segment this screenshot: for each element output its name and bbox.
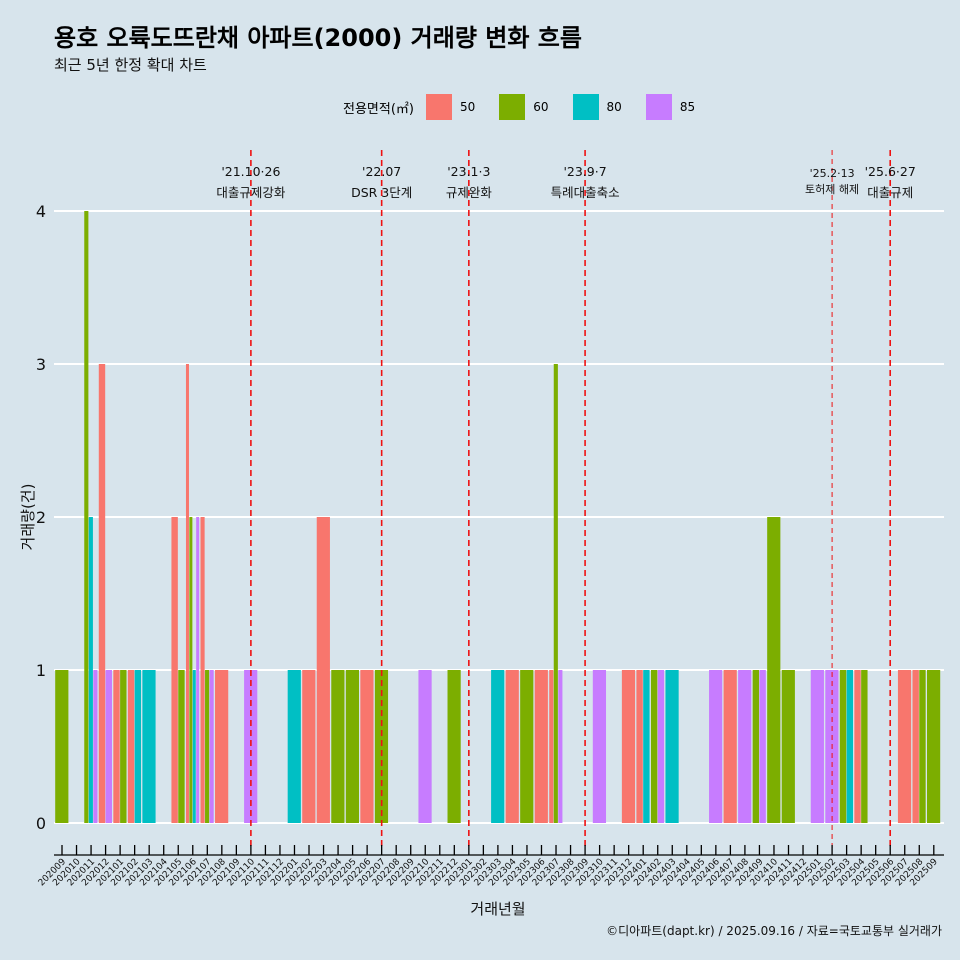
bar-202504-50 [854, 670, 861, 823]
bar-202406-85 [709, 670, 723, 823]
bar-202306-50 [534, 670, 548, 823]
legend-title: 전용면적(㎡) [343, 101, 414, 117]
bar-202207-60 [374, 670, 389, 823]
bar-202107-50 [200, 517, 205, 823]
bar-202012-50 [98, 364, 106, 823]
bar-202508-60 [919, 670, 926, 823]
bar-202503-60 [839, 670, 847, 823]
event-markers: '21.10·26 대출규제강화 '22.07 DSR 3단계 '23.1·3 규제완화 '… [216, 150, 916, 848]
legend-label-50: 50 [459, 100, 476, 114]
bar-202011-85 [93, 670, 98, 823]
legend-label-85: 85 [679, 100, 696, 114]
event-label-1: DSR 3단계 [351, 185, 412, 200]
bar-202310-85 [592, 670, 607, 823]
bar-202106-85 [196, 517, 200, 823]
legend-key-85 [645, 94, 672, 120]
x-axis-title: 거래년월 [470, 900, 525, 918]
footer-credit: ©디아파트(dapt.kr) / 2025.09.16 / 자료=국토교통부 실… [606, 924, 942, 938]
bar-202402-85 [657, 670, 665, 823]
bar-202203-50 [316, 517, 330, 823]
bar-202009-60 [55, 670, 69, 823]
bar-202205-60 [345, 670, 359, 823]
bar-202401-50 [636, 670, 643, 823]
bar-202503-80 [846, 670, 854, 823]
bar-202409-85 [759, 670, 766, 823]
chart-subtitle: 최근 5년 한정 확대 차트 [54, 56, 207, 74]
bar-202307-60 [553, 364, 558, 823]
bar-202107-60 [205, 670, 210, 823]
x-axis: 2020092020102020112020122021012021022021… [37, 845, 944, 888]
legend-key-80 [572, 94, 599, 120]
bar-202509-60 [927, 670, 941, 823]
bar-202304-50 [505, 670, 519, 823]
y-axis: 0 1 2 3 4 [36, 202, 46, 833]
y-tick-label-2: 2 [36, 508, 46, 527]
bar-202106-80 [192, 670, 196, 823]
bar-202106-60 [189, 517, 193, 823]
bar-202110-85 [244, 670, 258, 823]
bar-202312-50 [621, 670, 636, 823]
y-tick-label-4: 4 [36, 202, 46, 221]
y-tick-label-1: 1 [36, 661, 46, 680]
bar-202011-80 [88, 517, 93, 823]
event-label-3: 특례대출축소 [551, 185, 620, 200]
bar-202204-60 [331, 670, 345, 823]
event-date-1: '22.07 [362, 164, 401, 179]
bar-202408-85 [738, 670, 752, 823]
bar-202501-85 [810, 670, 824, 823]
bar-202212-60 [447, 670, 461, 823]
bar-202011-60 [84, 211, 89, 823]
bar-202307-85 [558, 670, 563, 823]
bar-202103-80 [142, 670, 156, 823]
bar-202101-60 [120, 670, 127, 823]
y-tick-label-3: 3 [36, 355, 46, 374]
bar-202106-50 [185, 364, 189, 823]
event-date-2: '23.1·3 [447, 164, 490, 179]
bar-202105-60 [178, 670, 185, 823]
bar-202102-80 [134, 670, 142, 823]
bar-202305-60 [520, 670, 534, 823]
bar-202410-60 [767, 517, 781, 823]
bar-202105-50 [171, 517, 178, 823]
event-label-0: 대출규제강화 [216, 185, 286, 200]
bar-202401-80 [643, 670, 650, 823]
bar-202504-60 [861, 670, 868, 823]
bar-202102-50 [127, 670, 135, 823]
y-tick-label-0: 0 [36, 814, 46, 833]
bar-202107-85 [209, 670, 214, 823]
bar-202411-60 [781, 670, 795, 823]
event-date-3: '23.9·7 [563, 164, 606, 179]
legend-label-80: 80 [606, 100, 622, 114]
legend-key-50 [425, 94, 452, 120]
event-label-4: 토허제 해제 [805, 182, 859, 196]
bars [55, 211, 941, 823]
bar-202012-85 [105, 670, 112, 823]
bar-202101-50 [113, 670, 120, 823]
bar-202307-50 [549, 670, 554, 823]
event-date-4: '25.2·13 [810, 167, 855, 180]
legend: 전용면적(㎡) 50 60 80 85 [343, 94, 719, 120]
chart-title: 용호 오륙도뜨란채 아파트(2000) 거래량 변화 흐름 [54, 24, 582, 52]
bar-202507-50 [897, 670, 912, 823]
bar-202108-50 [215, 670, 229, 823]
bar-202206-50 [360, 670, 374, 823]
legend-label-60: 60 [533, 100, 549, 114]
bar-202508-50 [912, 670, 919, 823]
bar-202201-80 [287, 670, 301, 823]
bar-202210-85 [418, 670, 432, 823]
bar-202407-50 [723, 670, 737, 823]
bar-202403-80 [665, 670, 679, 823]
event-label-2: 규제완화 [446, 185, 493, 200]
bar-202402-60 [650, 670, 658, 823]
y-axis-title: 거래량(건) [19, 484, 37, 551]
bar-202409-60 [752, 670, 760, 823]
event-label-5: 대출규제 [867, 185, 913, 200]
bar-202202-50 [302, 670, 316, 823]
legend-key-60 [499, 94, 526, 120]
event-date-5: '25.6·27 [865, 164, 916, 179]
bar-202303-80 [491, 670, 505, 823]
event-date-0: '21.10·26 [221, 164, 280, 179]
